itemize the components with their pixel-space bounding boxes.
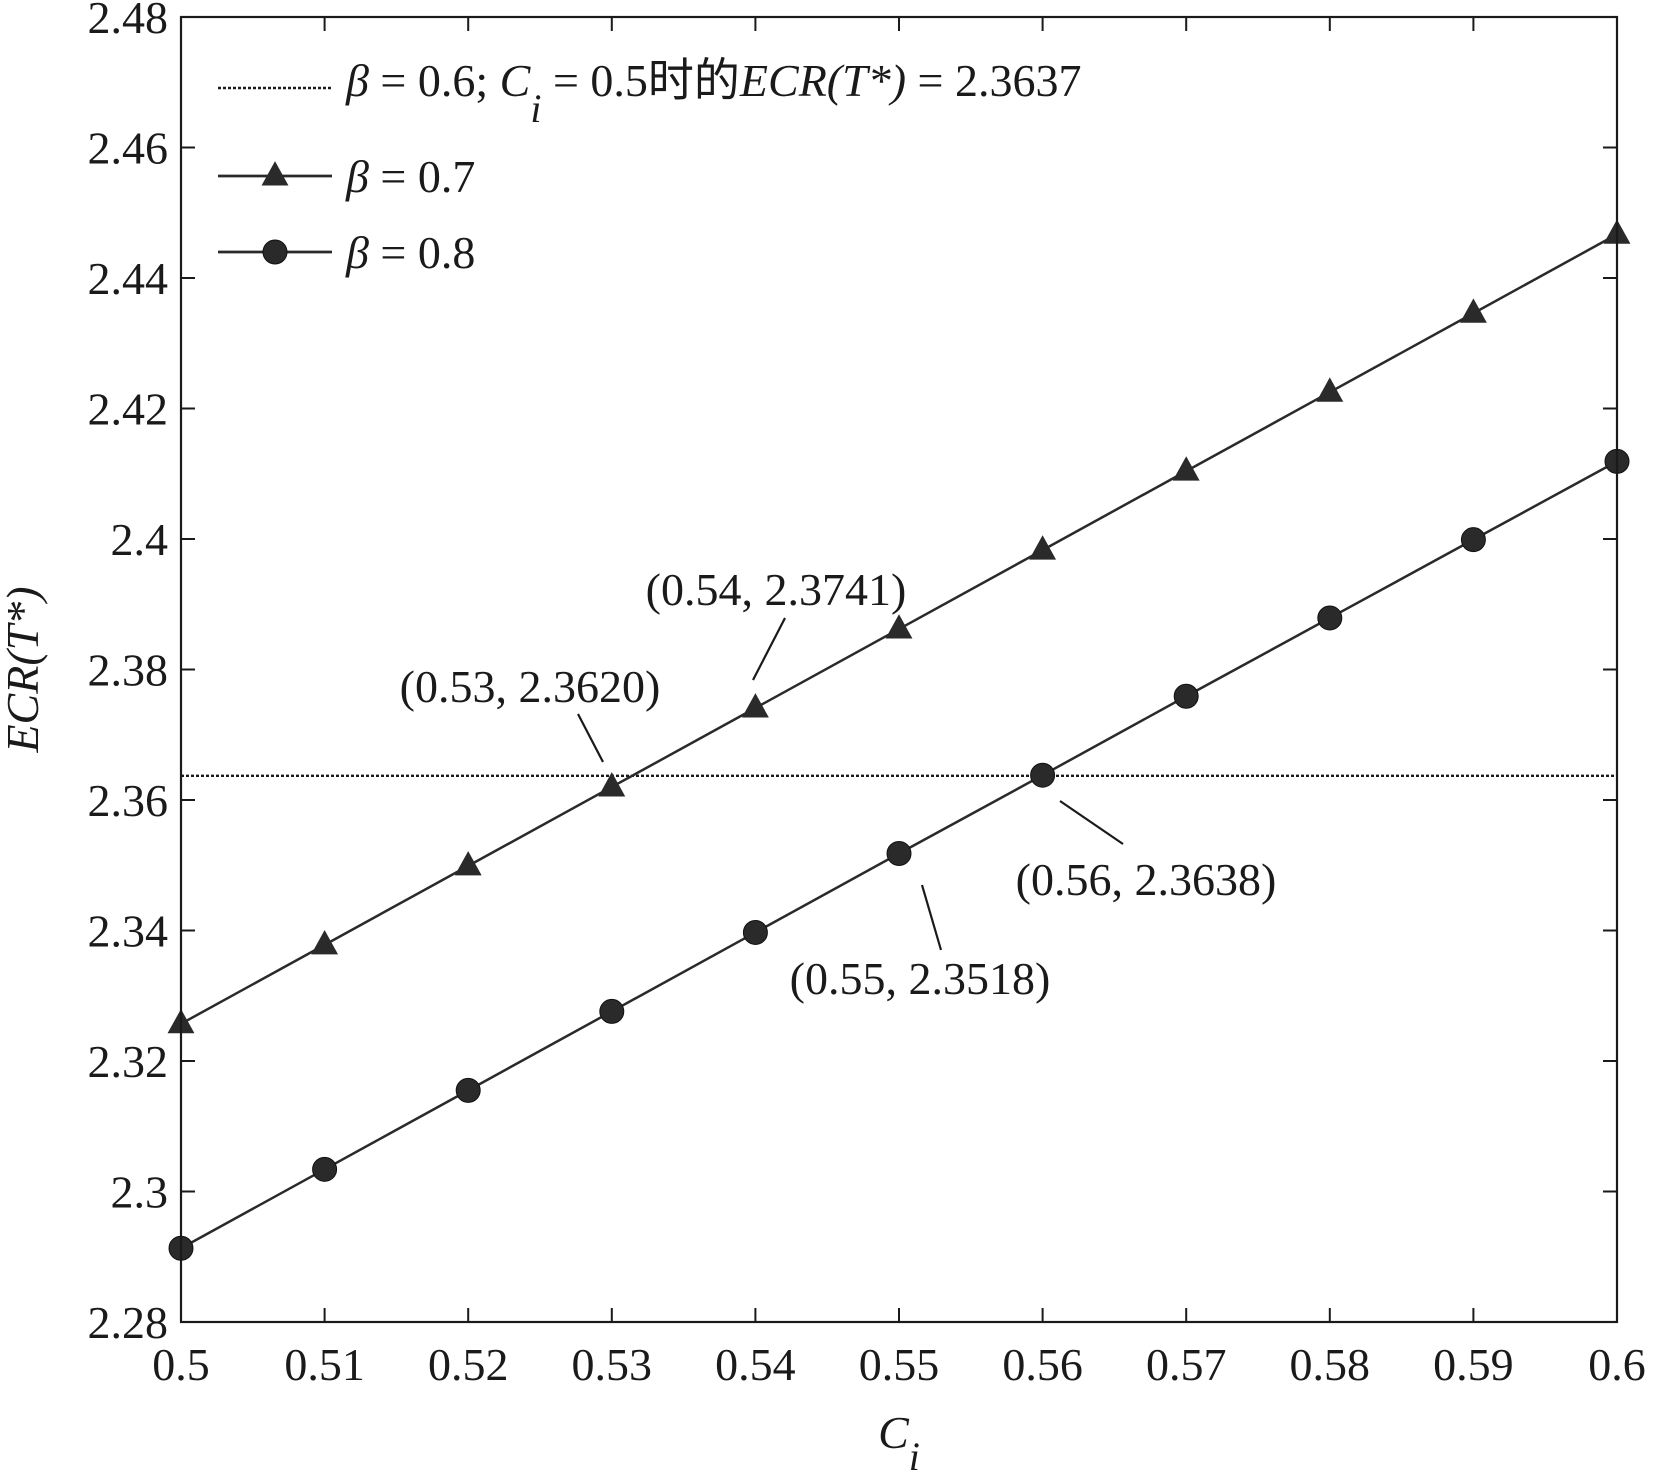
y-tick-label: 2.28	[88, 1297, 169, 1348]
y-tick-label: 2.42	[88, 384, 169, 435]
x-tick-label: 0.53	[572, 1339, 653, 1390]
data-label: (0.53, 2.3620)	[400, 661, 661, 712]
series-1-point	[1029, 535, 1057, 560]
series-2-point	[1460, 527, 1486, 553]
x-axis-title: Ci	[878, 1407, 920, 1473]
plot-frame	[179, 15, 1619, 1324]
data-label: (0.55, 2.3518)	[790, 953, 1051, 1004]
x-tick-label: 0.6	[1588, 1339, 1646, 1390]
legend-label-2: β = 0.8	[345, 227, 475, 278]
x-tick-label: 0.5	[152, 1339, 210, 1390]
legend-label-1: β = 0.7	[345, 151, 475, 202]
series-2-point	[1030, 762, 1056, 788]
series-1-point	[1316, 377, 1344, 402]
data-label: (0.56, 2.3638)	[1016, 854, 1277, 905]
legend-reference-label: β = 0.6; Ci = 0.5时的ECR(T*) = 2.3637	[345, 55, 1081, 131]
annotation-layer: (0.53, 2.3620) (0.54, 2.3741) (0.56, 2.363…	[400, 564, 1277, 1004]
legend-marker-circle	[262, 239, 288, 265]
annotation-leader	[577, 713, 604, 763]
annotation-leader	[920, 884, 943, 951]
y-tick-label: 2.36	[88, 775, 169, 826]
y-tick-label: 2.46	[88, 123, 169, 174]
series-1-point	[311, 930, 339, 955]
series-2-point	[1317, 605, 1343, 631]
legend: β = 0.6; Ci = 0.5时的ECR(T*) = 2.3637 β = 0…	[218, 55, 1081, 278]
series-1-point	[1459, 298, 1487, 323]
x-tick-label: 0.55	[859, 1339, 940, 1390]
x-tick-label: 0.51	[284, 1339, 365, 1390]
series-1-point	[1172, 456, 1200, 481]
series-1-point	[454, 851, 482, 876]
y-tick-label: 2.3	[111, 1167, 169, 1218]
x-tick-label: 0.57	[1146, 1339, 1227, 1390]
annotation-leader	[752, 617, 786, 681]
x-tick-label: 0.56	[1002, 1339, 1083, 1390]
series-layer	[167, 219, 1631, 1261]
series-1-point	[741, 693, 769, 718]
y-tick-label: 2.32	[88, 1036, 169, 1087]
y-tick-label: 2.48	[88, 0, 169, 43]
series-2-point	[1173, 683, 1199, 709]
series-2-point	[312, 1156, 338, 1182]
series-2-point	[455, 1077, 481, 1103]
series-2-point	[599, 998, 625, 1024]
series-2-point	[886, 841, 912, 867]
y-tick-label: 2.44	[88, 253, 169, 304]
x-tick-label: 0.58	[1290, 1339, 1371, 1390]
y-tick-label: 2.38	[88, 645, 169, 696]
x-tick-label: 0.52	[428, 1339, 509, 1390]
series-2-point	[742, 919, 768, 945]
series-1-point	[885, 614, 913, 639]
y-axis-title: ECR(T*)	[0, 586, 48, 753]
y-tick-label: 2.34	[88, 906, 169, 957]
x-tick-label: 0.54	[715, 1339, 796, 1390]
annotation-leader	[1059, 800, 1124, 845]
y-tick-label: 2.4	[111, 514, 169, 565]
legend-marker-triangle	[261, 161, 289, 186]
series-1-point	[598, 772, 626, 797]
x-tick-label: 0.59	[1433, 1339, 1514, 1390]
data-label: (0.54, 2.3741)	[646, 564, 907, 615]
